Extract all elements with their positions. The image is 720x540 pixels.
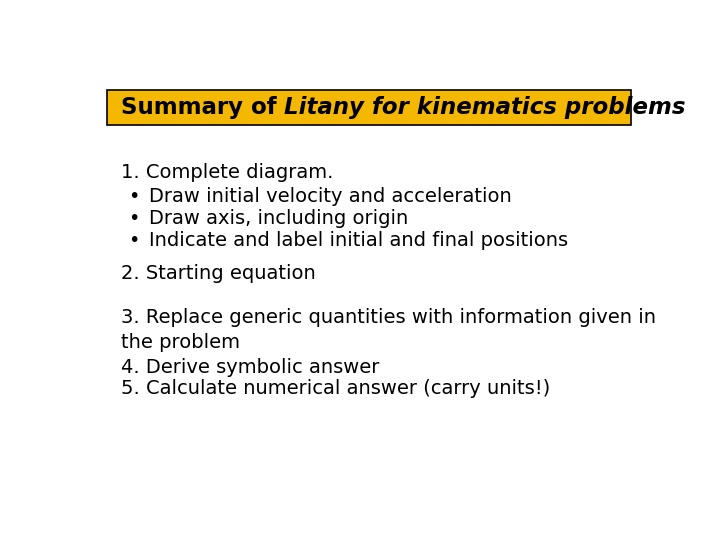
- Text: Draw initial velocity and acceleration: Draw initial velocity and acceleration: [148, 187, 511, 206]
- Text: Draw axis, including origin: Draw axis, including origin: [148, 209, 408, 228]
- Text: Indicate and label initial and final positions: Indicate and label initial and final pos…: [148, 231, 567, 250]
- Text: 3. Replace generic quantities with information given in
the problem: 3. Replace generic quantities with infor…: [121, 308, 656, 352]
- Text: 2. Starting equation: 2. Starting equation: [121, 265, 315, 284]
- Text: 4. Derive symbolic answer: 4. Derive symbolic answer: [121, 358, 379, 377]
- Text: 5. Calculate numerical answer (carry units!): 5. Calculate numerical answer (carry uni…: [121, 379, 550, 398]
- Text: Litany for kinematics problems: Litany for kinematics problems: [284, 96, 686, 119]
- Text: 1. Complete diagram.: 1. Complete diagram.: [121, 163, 333, 181]
- Text: •: •: [128, 209, 139, 228]
- Text: •: •: [128, 231, 139, 250]
- FancyBboxPatch shape: [107, 90, 631, 125]
- Text: •: •: [128, 187, 139, 206]
- Text: Summary of: Summary of: [121, 96, 284, 119]
